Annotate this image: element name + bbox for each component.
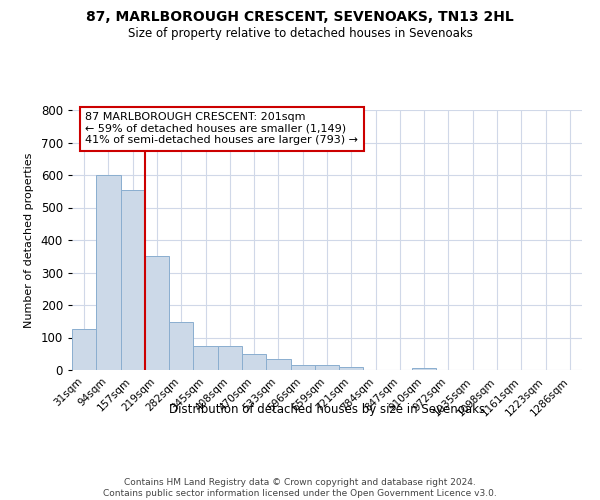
Text: 87, MARLBOROUGH CRESCENT, SEVENOAKS, TN13 2HL: 87, MARLBOROUGH CRESCENT, SEVENOAKS, TN1… (86, 10, 514, 24)
Bar (242, 354, 266, 370)
Bar (266, 360, 290, 370)
Bar (145, 256, 169, 370)
Bar (339, 367, 364, 370)
Bar (193, 346, 218, 370)
Bar (218, 346, 242, 370)
Y-axis label: Number of detached properties: Number of detached properties (24, 152, 34, 328)
Bar (290, 365, 315, 370)
Text: Distribution of detached houses by size in Sevenoaks: Distribution of detached houses by size … (169, 402, 485, 415)
Bar (72, 330, 96, 370)
Bar (96, 175, 121, 370)
Text: Contains HM Land Registry data © Crown copyright and database right 2024.
Contai: Contains HM Land Registry data © Crown c… (103, 478, 497, 498)
Text: 87 MARLBOROUGH CRESCENT: 201sqm
← 59% of detached houses are smaller (1,149)
41%: 87 MARLBOROUGH CRESCENT: 201sqm ← 59% of… (85, 112, 358, 146)
Bar (121, 190, 145, 370)
Bar (169, 322, 193, 370)
Bar (315, 365, 339, 370)
Bar (412, 368, 436, 370)
Text: Size of property relative to detached houses in Sevenoaks: Size of property relative to detached ho… (128, 28, 472, 40)
